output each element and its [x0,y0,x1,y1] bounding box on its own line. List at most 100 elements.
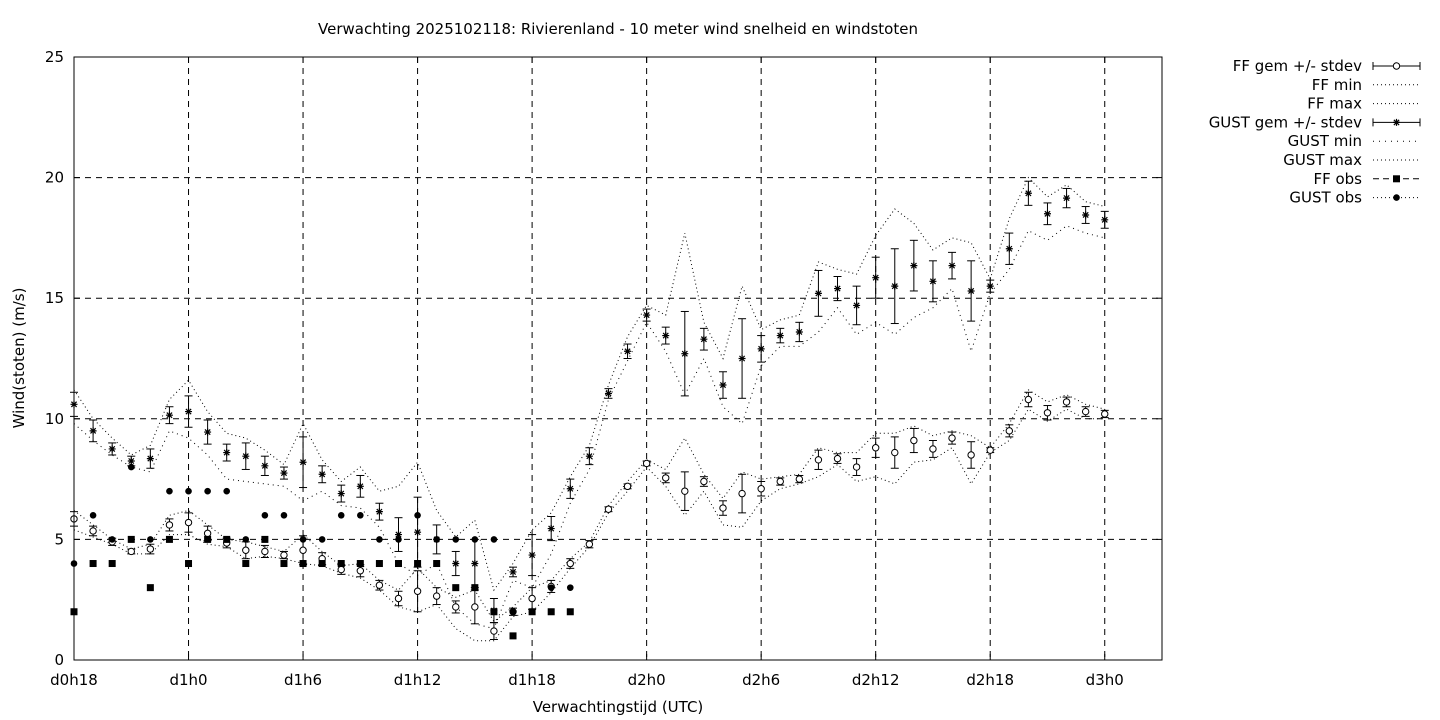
gust-mean-point [681,350,689,358]
ff-obs-point [261,535,269,543]
gust-mean-point [318,470,326,478]
ff-mean-point [1024,395,1033,404]
gust-min-line [73,225,1105,630]
ff-obs-point [490,608,498,616]
ff-obs-point [223,535,231,543]
legend-label-ff-obs: FF obs [1313,170,1362,188]
gust-mean-point [89,427,97,435]
ff-mean-point [203,529,212,538]
legend-label-ff-mean: FF gem +/- stdev [1233,57,1362,75]
ff-mean-point [1081,407,1090,416]
ff-obs-point [375,560,383,568]
gust-obs-point [452,536,460,543]
ff-mean-point [528,594,536,603]
gust-mean-point [375,508,383,516]
gust-mean-point [299,458,307,466]
plot-frame [73,56,1163,661]
ff-mean-point [814,456,823,464]
ff-obs-point [566,608,574,616]
ff-max-line [73,389,1105,623]
y-axis-label: Wind(stoten) (m/s) [10,288,28,429]
gust-obs-point [509,608,517,616]
ff-mean-point [623,482,632,491]
ff-mean-point [757,485,765,493]
ff-mean-point [852,463,861,471]
legend-label-gust-mean: GUST gem +/- stdev [1209,113,1362,131]
ff-mean-point [585,540,594,548]
gust-mean-point [547,525,555,533]
ff-mean-point [1062,398,1071,406]
ff-obs-point [146,584,154,592]
plot-series [70,176,1109,642]
gust-mean-point [738,355,746,362]
gust-mean-point [776,332,784,340]
gust-mean-point [1024,189,1032,197]
ff-mean-point [891,448,899,457]
gust-obs-point [108,536,116,543]
ff-mean-point [242,546,250,554]
ff-obs-point [433,560,441,568]
gust-mean-point [929,277,937,285]
ff-obs-point [471,584,479,592]
gust-mean-point [165,411,173,419]
gust-obs-point [299,536,307,543]
gust-obs-point [547,584,555,591]
gust-obs-point [147,536,154,543]
gust-mean-point [146,455,154,463]
ff-mean-point [719,504,727,512]
gust-max-line [73,176,1105,592]
ff-mean-point [1043,409,1052,417]
gust-obs-point [318,536,326,543]
legend-marker [1392,62,1401,70]
gust-obs-point [204,487,211,495]
ff-mean-point [776,477,784,486]
ff-mean-point [681,487,689,495]
ff-obs-point [127,535,135,543]
ff-mean-point [948,434,956,442]
ff-mean-point [1005,427,1013,435]
x-tick-label: d1h6 [284,671,322,689]
gust-mean-point [872,274,880,282]
ff-obs-point [394,560,402,568]
ff-mean-point [299,546,307,554]
ff-mean-point [280,551,288,559]
legend-marker [1393,175,1400,183]
ff-mean-point [910,436,918,445]
gust-obs-point [89,511,97,519]
x-tick-label: d0h18 [50,671,98,689]
ff-obs-point [89,560,97,568]
gust-obs-point [337,511,345,519]
ff-obs-point [242,560,250,568]
gust-mean-point [394,531,402,539]
gust-mean-point [452,560,460,568]
gust-mean-point [1005,245,1013,253]
gust-obs-point [280,511,288,519]
gust-mean-point [280,469,288,477]
y-tick-label: 25 [45,48,64,66]
y-tick-label: 10 [45,410,64,428]
gust-mean-point [1043,210,1051,218]
y-tick-label: 20 [45,169,64,187]
ff-obs-point [204,535,212,543]
ff-mean-point [146,545,155,553]
gust-mean-point [604,389,612,397]
gust-obs-point [414,511,421,519]
gust-mean-point [643,311,651,319]
gust-mean-point [204,428,212,436]
ff-mean-point [471,603,479,611]
ff-mean-point [967,451,975,459]
x-tick-label: d3h0 [1086,671,1124,689]
x-tick-label: d1h12 [394,671,442,689]
ff-mean-point [566,559,574,568]
legend-label-ff-max: FF max [1307,95,1362,113]
ff-mean-point [490,627,498,635]
legend-label-ff-min: FF min [1312,76,1362,94]
gust-mean-point [356,482,364,490]
legend-marker [1393,194,1400,201]
ff-obs-point [547,608,555,616]
ff-mean-point [642,459,651,468]
x-tick-label: d2h6 [742,671,780,689]
